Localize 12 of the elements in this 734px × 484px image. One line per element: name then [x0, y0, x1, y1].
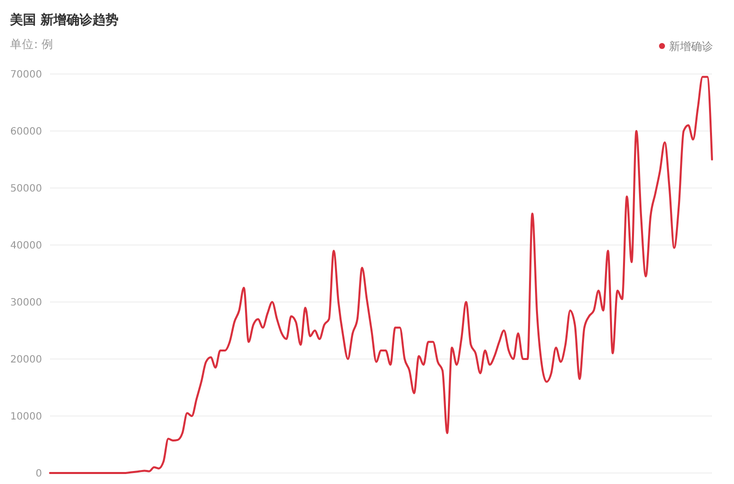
legend-label: 新增确诊	[669, 40, 713, 53]
line-series	[49, 76, 713, 474]
y-tick-label: 10000	[10, 412, 42, 422]
y-tick-label: 0	[36, 468, 42, 480]
chart-subtitle: 单位: 例	[10, 37, 54, 51]
y-tick-label: 20000	[10, 354, 42, 366]
y-tick-label: 30000	[10, 298, 42, 308]
y-tick-label: 60000	[10, 126, 42, 138]
y-tick-label: 70000	[10, 70, 42, 80]
y-tick-label: 50000	[10, 184, 42, 194]
chart-title: 美国 新增确诊趋势	[9, 12, 119, 28]
y-tick-label: 40000	[10, 240, 42, 252]
